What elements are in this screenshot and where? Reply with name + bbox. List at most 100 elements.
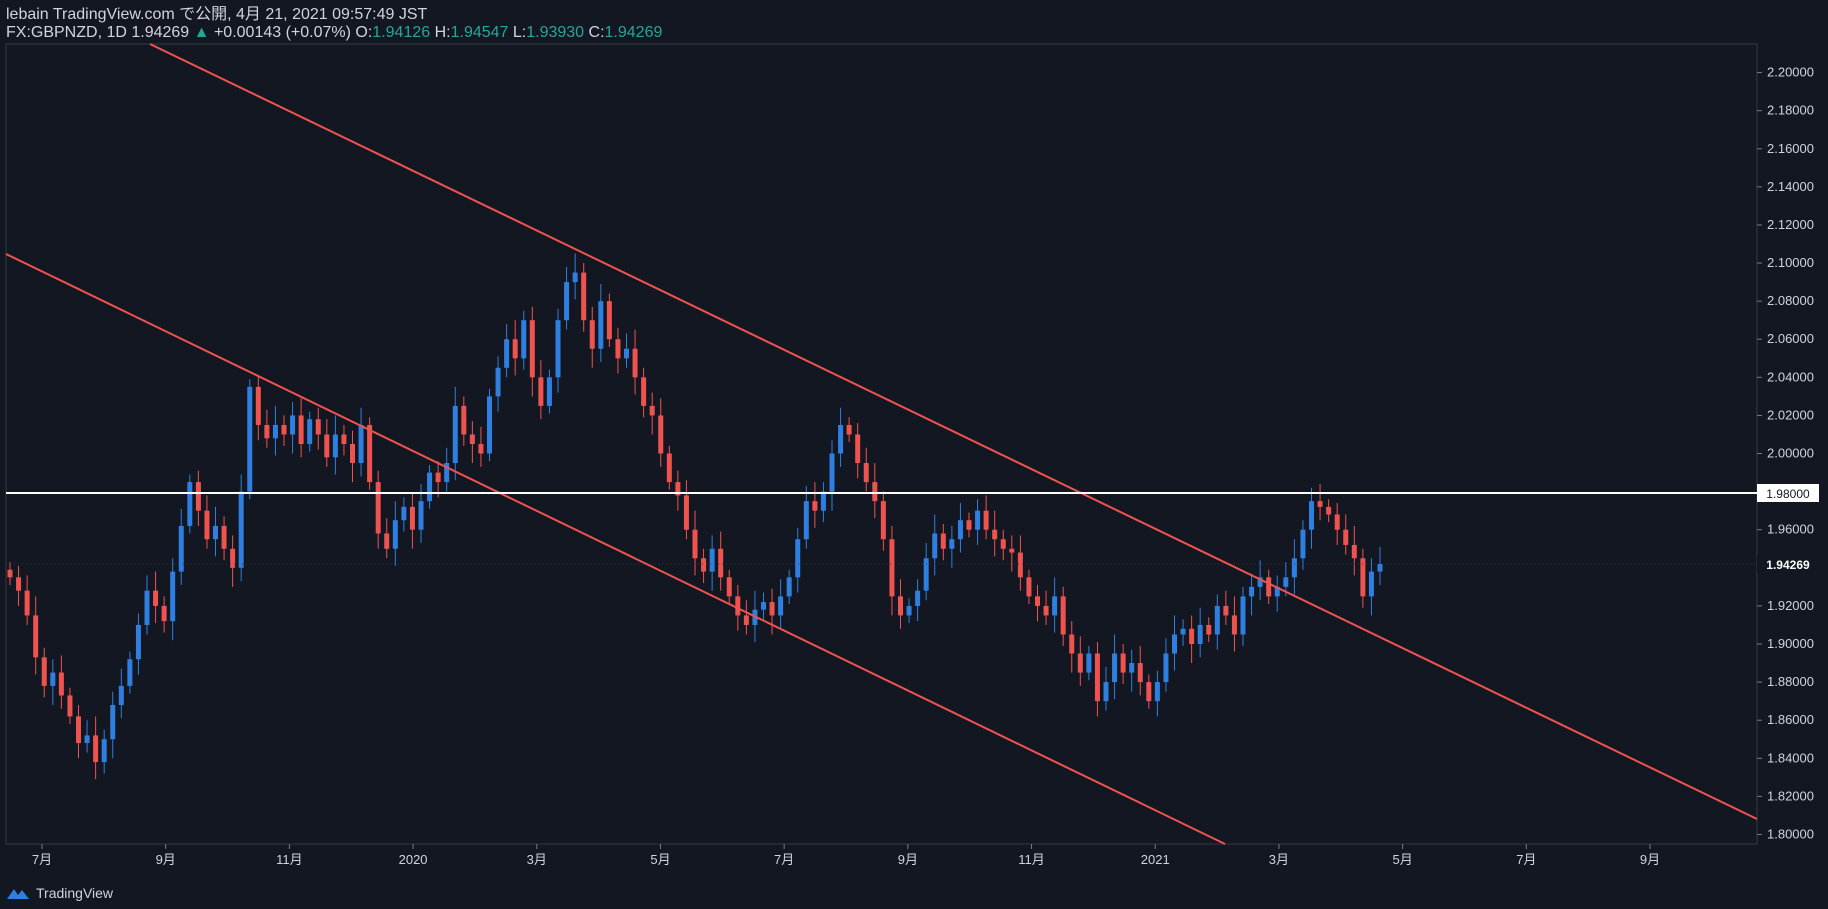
change-arrow-icon: ▲	[193, 24, 210, 41]
branding[interactable]: TradingView	[6, 885, 113, 901]
candle-body	[50, 672, 56, 686]
candle-body	[461, 405, 467, 435]
y-tick-label: 2.12000	[1767, 217, 1814, 232]
candle-body	[778, 596, 784, 616]
x-tick-label: 11月	[276, 852, 303, 867]
candle-body	[290, 415, 296, 435]
x-tick-label: 5月	[1392, 852, 1412, 867]
candle-body	[1249, 586, 1255, 597]
x-tick-label: 9月	[898, 852, 918, 867]
candle-body	[238, 491, 244, 568]
candle-body	[692, 529, 698, 559]
high-value: 1.94547	[450, 24, 509, 41]
candle-body	[187, 482, 193, 526]
candle-body	[161, 605, 167, 622]
candle-body	[923, 558, 929, 591]
x-tick-label: 7月	[774, 852, 794, 867]
y-tick-label: 2.20000	[1767, 65, 1814, 80]
candle-body	[1291, 558, 1297, 578]
candle-body	[478, 444, 484, 454]
candle-body	[1231, 615, 1237, 635]
time-axis[interactable]: 7月 9月 11月 2020 3月 5月 7月 9月 11月 2021 3月 5月 7月 9月	[32, 844, 1660, 867]
candle-body	[1112, 653, 1118, 683]
candle-body	[332, 434, 338, 458]
y-tick-label: 2.06000	[1767, 331, 1814, 346]
candle-body	[1189, 628, 1195, 644]
candle-body	[1163, 653, 1169, 683]
y-tick-label: 1.86000	[1767, 712, 1814, 727]
candle-body	[675, 482, 681, 496]
brand-name: TradingView	[36, 885, 114, 901]
ohlc-legend: FX:GBPNZD, 1D 1.94269 ▲ +0.00143 (+0.07%…	[6, 24, 662, 42]
candle-body	[195, 482, 201, 511]
y-tick-label: 1.84000	[1767, 750, 1814, 765]
candle-body	[1368, 571, 1374, 597]
candle-body	[855, 434, 861, 464]
candle-body	[820, 491, 826, 511]
candle-body	[898, 596, 903, 616]
candle-body	[966, 520, 972, 530]
x-tick-label: 3月	[527, 852, 547, 867]
candle-body	[555, 320, 561, 378]
candle-body	[564, 282, 570, 321]
candle-body	[546, 377, 552, 406]
candle-body	[495, 367, 501, 397]
candle-body	[1069, 634, 1075, 654]
x-tick-label: 5月	[650, 852, 670, 867]
candle-body	[957, 520, 963, 540]
lower-trendline[interactable]	[5, 253, 1226, 845]
candle-body	[975, 510, 981, 530]
candle-body	[350, 444, 355, 464]
plot-border	[5, 43, 1758, 845]
candle-body	[504, 339, 510, 368]
candle-body	[709, 548, 715, 572]
y-tick-label: 2.04000	[1767, 369, 1814, 384]
candle-body	[418, 501, 424, 530]
symbol-label: FX:GBPNZD, 1D	[6, 24, 127, 41]
candle-body	[170, 571, 176, 622]
candle-body	[452, 405, 458, 464]
candle-body	[1309, 501, 1314, 530]
candle-body	[435, 472, 441, 483]
candle-body	[761, 602, 766, 610]
candle-body	[469, 434, 475, 444]
candle-body	[1223, 605, 1229, 616]
candle-body	[324, 434, 330, 458]
price-axis[interactable]: 2.20000 2.18000 2.16000 2.14000 2.12000 2.100…	[1757, 65, 1814, 842]
candle-body	[1120, 653, 1126, 673]
candle-body	[769, 602, 775, 616]
y-tick-label: 2.02000	[1767, 407, 1814, 422]
x-tick-label: 11月	[1018, 852, 1045, 867]
candle-body	[144, 590, 150, 625]
candle-body	[538, 377, 544, 406]
candle-body	[1214, 605, 1220, 635]
candle-body	[1017, 552, 1023, 578]
candle-body	[24, 590, 30, 616]
candle-body	[701, 558, 707, 572]
candle-body	[1154, 682, 1160, 702]
change-value: +0.00143 (+0.07%)	[213, 24, 351, 41]
y-tick-label: 1.92000	[1767, 598, 1814, 613]
candle-body	[1180, 628, 1186, 635]
candle-body	[1317, 501, 1323, 507]
candle-body	[1094, 653, 1100, 702]
x-tick-label: 7月	[32, 852, 52, 867]
candle-body	[598, 301, 604, 349]
candles	[7, 253, 1383, 780]
candle-body	[230, 548, 236, 568]
candle-body	[101, 739, 107, 763]
candle-body	[1283, 577, 1289, 587]
y-tick-label: 1.82000	[1767, 788, 1814, 803]
candle-body	[512, 339, 518, 359]
candle-body	[1377, 564, 1383, 572]
candle-body	[127, 659, 133, 686]
candle-body	[341, 434, 347, 444]
x-tick-label: 2020	[399, 852, 428, 867]
candle-body	[93, 735, 99, 763]
candle-body	[409, 506, 415, 530]
candle-body	[1172, 634, 1177, 654]
candle-body	[76, 716, 81, 744]
level-price-label: 1.98000	[1766, 487, 1810, 501]
upper-trendline[interactable]	[149, 43, 1758, 820]
